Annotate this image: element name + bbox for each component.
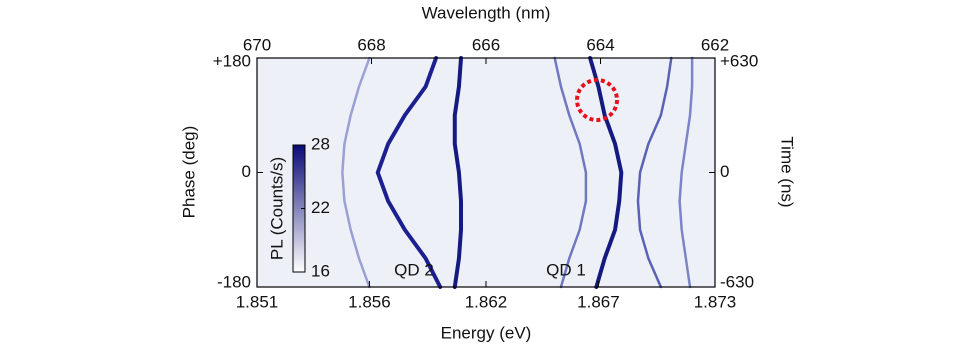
colorbar-tick-label: 16 <box>311 261 330 280</box>
y2-tick-label: +630 <box>720 51 758 70</box>
annotation: QD 2 <box>394 260 434 279</box>
highlight-circle <box>575 78 619 122</box>
trace <box>553 56 588 289</box>
trace <box>341 56 371 289</box>
x2-tick-label: 662 <box>701 35 729 54</box>
x2-tick-label: 668 <box>357 35 385 54</box>
colorbar-label: PL (Counts/s) <box>267 157 286 260</box>
y-tick-label: 0 <box>242 162 251 181</box>
y2-tick-label: -630 <box>720 272 754 291</box>
y-tick-label: +180 <box>213 51 251 70</box>
x2-axis-title: Wavelength (nm) <box>422 3 551 22</box>
trace <box>588 56 624 289</box>
y2-axis-title: Time (ns) <box>778 136 797 207</box>
y-tick-label: -180 <box>217 272 251 291</box>
x-tick-label: 1.856 <box>348 292 391 311</box>
x2-tick-label: 670 <box>243 35 271 54</box>
x-tick-label: 1.851 <box>236 292 279 311</box>
y-axis-title: Phase (deg) <box>179 126 198 219</box>
colorbar-tick-label: 22 <box>311 198 330 217</box>
x-tick-label: 1.873 <box>694 292 737 311</box>
x2-tick-label: 664 <box>586 35 614 54</box>
trace <box>452 56 464 289</box>
annotation: QD 1 <box>546 260 586 279</box>
x-tick-label: 1.867 <box>577 292 620 311</box>
plot-background <box>257 58 715 287</box>
colorbar-tick-label: 28 <box>311 134 330 153</box>
x-axis-title: Energy (eV) <box>441 323 532 342</box>
trace <box>636 56 673 289</box>
trace <box>375 56 443 289</box>
x2-tick-label: 666 <box>472 35 500 54</box>
y2-tick-label: 0 <box>720 162 729 181</box>
x-tick-label: 1.862 <box>465 292 508 311</box>
trace <box>678 56 694 289</box>
